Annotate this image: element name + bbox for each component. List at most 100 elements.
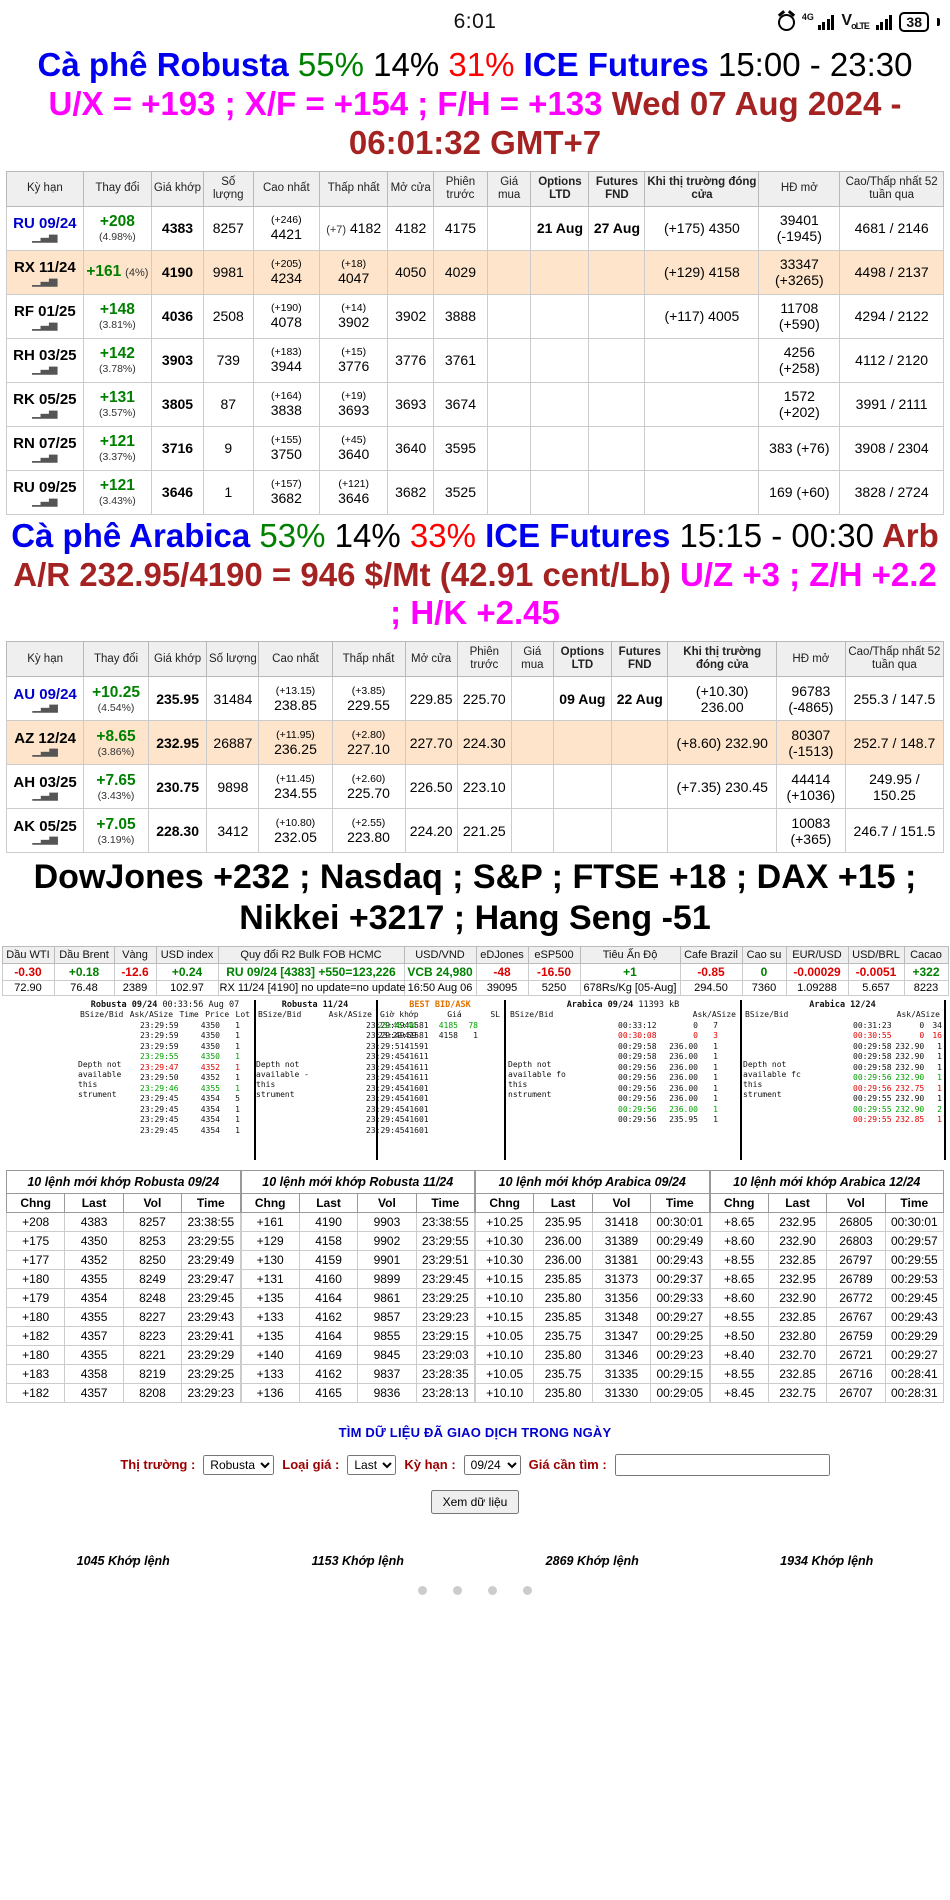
table-row[interactable]: +208 4383 8257 23:38:55 (5, 1211, 241, 1232)
table-row[interactable]: +10.25 235.95 31418 00:30:01 (474, 1211, 710, 1232)
table-row[interactable]: +180 4355 8249 23:29:47 (5, 1268, 241, 1289)
table-row[interactable]: +133 4162 9837 23:28:35 (240, 1363, 476, 1384)
cell-volume: 9 (202, 425, 254, 471)
cell-symbol[interactable]: AZ 12/24 ▁▃▅ (5, 720, 85, 766)
cell-symbol[interactable]: RU 09/25 ▁▃▅ (6, 469, 84, 515)
table-row[interactable]: +131 4160 9899 23:29:45 (240, 1268, 476, 1289)
table-row[interactable]: +175 4350 8253 23:29:55 (5, 1230, 241, 1251)
table-row[interactable]: RN 07/25 ▁▃▅ +121 (3.37%) 3716 9 (+155) 3750 (+4… (6, 425, 944, 471)
table-row[interactable]: +8.40 232.70 26721 00:29:27 (709, 1344, 945, 1365)
table-row[interactable]: +183 4358 8219 23:29:25 (5, 1363, 241, 1384)
cell-symbol[interactable]: RH 03/25 ▁▃▅ (6, 337, 84, 383)
table-row[interactable]: +8.45 232.75 26707 00:28:31 (709, 1382, 945, 1403)
table-row[interactable]: +10.10 235.80 31356 00:29:33 (474, 1287, 710, 1308)
cell-symbol[interactable]: RN 07/25 ▁▃▅ (6, 425, 84, 471)
ot-cell: 235.75 (533, 1363, 593, 1384)
cell-close (644, 469, 760, 515)
ot-cell: +183 (5, 1363, 66, 1384)
battery-tip-icon (937, 18, 940, 26)
table-row[interactable]: +130 4159 9901 23:29:51 (240, 1249, 476, 1270)
table-row[interactable]: +8.55 232.85 26797 00:29:55 (709, 1249, 945, 1270)
table-row[interactable]: +161 4190 9903 23:38:55 (240, 1211, 476, 1232)
depth-note: Depth not available - this strument (256, 1059, 309, 1099)
table-row[interactable]: +8.65 232.95 26789 00:29:53 (709, 1268, 945, 1289)
find-price-input[interactable] (614, 1453, 830, 1476)
recent-trades-table: 10 lệnh mới khớp Robusta 09/24 Chng Last Vo… (5, 1169, 241, 1403)
ot-cell: 8221 (122, 1344, 183, 1365)
table-row[interactable]: +180 4355 8221 23:29:29 (5, 1344, 241, 1365)
table-row[interactable]: AZ 12/24 ▁▃▅ +8.65 (3.86%) 232.95 26887 (+11.9… (5, 720, 945, 766)
table-row[interactable]: AH 03/25 ▁▃▅ +7.65 (3.43%) 230.75 9898 (+11.45… (5, 764, 945, 810)
depth-row: 00:29:56 236.00 1 (618, 1094, 718, 1104)
table-row[interactable]: +136 4165 9836 23:28:13 (240, 1382, 476, 1403)
table-row[interactable]: +10.05 235.75 31335 00:29:15 (474, 1363, 710, 1384)
cell-symbol[interactable]: AK 05/25 ▁▃▅ (5, 808, 85, 854)
cell-high: (+13.15) 238.85 (258, 676, 333, 722)
depth-row: 00:29:58 232.90 1 (853, 1041, 942, 1051)
depth-col-header: Ask/ASize (129, 1009, 174, 1019)
ot-cell: 4357 (64, 1382, 124, 1403)
cell-high: (+190) 4078 (252, 293, 320, 339)
table-row[interactable]: +180 4355 8227 23:29:43 (5, 1306, 241, 1327)
fx-value-cell: RX 11/24 [4190] no update=no update (217, 979, 406, 996)
table-row[interactable]: +10.10 235.80 31346 00:29:23 (474, 1344, 710, 1365)
table-row[interactable]: +10.10 235.80 31330 00:29:05 (474, 1382, 710, 1403)
table-row[interactable]: RU 09/25 ▁▃▅ +121 (3.43%) 3646 1 (+157) 3682 (+1… (6, 469, 944, 515)
depth-note: Depth not available fc this strument (743, 1059, 801, 1099)
dot-1[interactable] (418, 1585, 427, 1595)
table-row[interactable]: +133 4162 9857 23:29:23 (240, 1306, 476, 1327)
table-row[interactable]: +8.60 232.90 26772 00:29:45 (709, 1287, 945, 1308)
cell-symbol[interactable]: AH 03/25 ▁▃▅ (5, 764, 85, 810)
cell-symbol[interactable]: AU 09/24 ▁▃▅ (5, 676, 85, 722)
table-row[interactable]: +8.50 232.80 26759 00:29:29 (709, 1325, 945, 1346)
table-row[interactable]: AK 05/25 ▁▃▅ +7.05 (3.19%) 228.30 3412 (+10.80… (5, 808, 945, 854)
ot-cell: 26721 (826, 1344, 886, 1365)
table-row[interactable]: RX 11/24 ▁▃▅ +161 (4%) 4190 9981 (+205) 4234 (+… (6, 249, 944, 295)
table-row[interactable]: RK 05/25 ▁▃▅ +131 (3.57%) 3805 87 (+164) 3838 (+… (6, 381, 944, 427)
th-a-thay-doi: Thay đổi (83, 641, 149, 678)
ot-cell: +10.15 (474, 1306, 535, 1327)
recent-trades-table: 10 lệnh mới khớp Arabica 12/24 Chng Last Vo… (709, 1169, 945, 1403)
table-row[interactable]: +182 4357 8223 23:29:41 (5, 1325, 241, 1346)
ot-cell: 00:29:25 (650, 1325, 710, 1346)
table-row[interactable]: +10.05 235.75 31347 00:29:25 (474, 1325, 710, 1346)
ot-cell: 232.95 (767, 1211, 828, 1232)
ot-header: Last (533, 1192, 593, 1213)
cell-symbol[interactable]: RU 09/24 ▁▃▅ (6, 205, 84, 251)
cell-symbol[interactable]: RX 11/24 ▁▃▅ (6, 249, 84, 295)
market-select[interactable]: Robusta (203, 1454, 275, 1475)
table-row[interactable]: +10.30 236.00 31389 00:29:49 (474, 1230, 710, 1251)
cell-symbol[interactable]: RK 05/25 ▁▃▅ (6, 381, 84, 427)
cell-symbol[interactable]: RF 01/25 ▁▃▅ (6, 293, 84, 339)
table-row[interactable]: +10.15 235.85 31373 00:29:37 (474, 1268, 710, 1289)
table-row[interactable]: AU 09/24 ▁▃▅ +10.25 (4.54%) 235.95 31484 (+13.… (5, 676, 945, 722)
dot-4[interactable] (523, 1585, 532, 1595)
table-row[interactable]: +177 4352 8250 23:29:49 (5, 1249, 241, 1270)
table-row[interactable]: +8.60 232.90 26803 00:29:57 (709, 1230, 945, 1251)
table-row[interactable]: +182 4357 8208 23:29:23 (5, 1382, 241, 1403)
view-data-button[interactable]: Xem dữ liệu (430, 1489, 520, 1514)
ot-cell: 00:29:49 (650, 1230, 710, 1251)
table-row[interactable]: +10.30 236.00 31381 00:29:43 (474, 1249, 710, 1270)
term-select[interactable]: 09/24 (463, 1454, 521, 1475)
table-row[interactable]: +135 4164 9855 23:29:15 (240, 1325, 476, 1346)
dot-3[interactable] (488, 1585, 497, 1595)
table-row[interactable]: +8.65 232.95 26805 00:30:01 (709, 1211, 945, 1232)
table-row[interactable]: +179 4354 8248 23:29:45 (5, 1287, 241, 1308)
cell-open-interest: 33347 (+3265) (758, 249, 841, 295)
ot-cell: 23:29:47 (181, 1268, 241, 1289)
table-row[interactable]: +135 4164 9861 23:29:25 (240, 1287, 476, 1308)
table-row[interactable]: RH 03/25 ▁▃▅ +142 (3.78%) 3903 739 (+183) 3944(… (6, 337, 944, 383)
table-row[interactable]: +8.55 232.85 26767 00:29:43 (709, 1306, 945, 1327)
cell-52w-range: 4112 / 2120 (839, 337, 944, 383)
table-row[interactable]: +129 4158 9902 23:29:55 (240, 1230, 476, 1251)
cell-bid (510, 808, 554, 854)
table-row[interactable]: RU 09/24 ▁▃▅ +208 (4.98%) 4383 8257 (+246) 4421… (6, 205, 944, 251)
network-type-label: 4G (801, 12, 814, 22)
table-row[interactable]: +10.15 235.85 31348 00:29:27 (474, 1306, 710, 1327)
price-type-select[interactable]: Last (347, 1454, 397, 1475)
table-row[interactable]: +8.55 232.85 26716 00:28:41 (709, 1363, 945, 1384)
table-row[interactable]: +140 4169 9845 23:29:03 (240, 1344, 476, 1365)
dot-2[interactable] (453, 1585, 462, 1595)
table-row[interactable]: RF 01/25 ▁▃▅ +148 (3.81%) 4036 2508 (+190) 4078… (6, 293, 944, 339)
